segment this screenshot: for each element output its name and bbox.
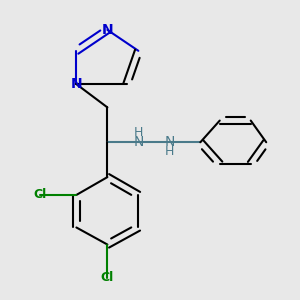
Text: N: N xyxy=(164,135,175,149)
Text: N: N xyxy=(133,135,144,149)
Text: H: H xyxy=(134,127,143,140)
Text: Cl: Cl xyxy=(33,188,46,201)
Text: N: N xyxy=(70,77,82,91)
Text: Cl: Cl xyxy=(101,272,114,284)
Text: H: H xyxy=(165,145,174,158)
Text: N: N xyxy=(102,23,113,37)
